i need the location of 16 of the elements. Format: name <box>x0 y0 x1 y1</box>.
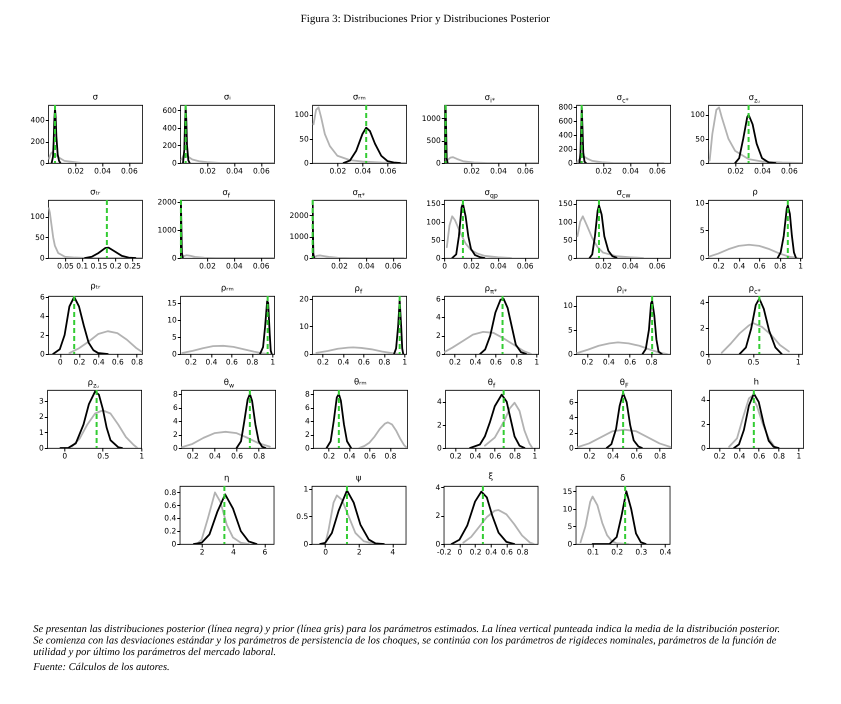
chart-title: ρᵣₘ <box>220 284 234 294</box>
chart-title: η <box>224 474 230 484</box>
chart-title: σ <box>92 92 99 102</box>
chart-title: ψ <box>356 473 362 484</box>
text: Figura 3: Distribuciones Prior y Distribuciones Posterior <box>300 13 550 25</box>
chart-title: ρ <box>752 187 758 198</box>
chart-title: δ <box>620 474 626 484</box>
chart-title: h <box>754 378 759 388</box>
chart-title: ξ <box>488 472 494 482</box>
chart-title: θᵣₘ <box>354 378 367 388</box>
chart-title: σₜᵣ <box>90 188 101 198</box>
chart-title: σᵢ <box>224 92 231 102</box>
chart-title: ρₜᵣ <box>90 281 102 292</box>
text: Se presentan las distribuciones posterior (línea negra) y prior (línea gris) para los parámetros estimados. La línea vertical punteada indica la media de la distribución posterior. Se comienza con las desviaciones estándar y los parámetros de persistencia de los choques, se continúa con los parámetros de rigideces nominales, parámetros de la función de utilidad y por último los parámetros del mercado laboral. <box>33 624 780 658</box>
source-note: Fuente: Cálculos de los autores. <box>32 662 170 673</box>
chart-title: σᵣₘ <box>352 92 366 102</box>
